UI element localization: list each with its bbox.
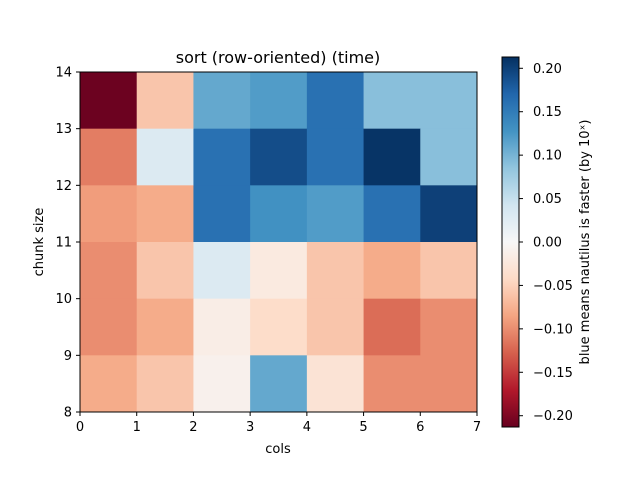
- heatmap-cell: [193, 242, 251, 300]
- heatmap-cell: [250, 355, 308, 413]
- colorbar-tick-label: 0.15: [533, 105, 562, 120]
- heatmap-cell: [193, 355, 251, 413]
- heatmap-cell: [193, 72, 251, 130]
- heatmap-cell: [250, 128, 308, 186]
- heatmap-cell: [250, 298, 308, 356]
- heatmap-cell: [306, 72, 364, 130]
- heatmap-cell: [136, 128, 194, 186]
- chart-title: sort (row-oriented) (time): [176, 48, 381, 67]
- colorbar-tick-label: −0.15: [533, 366, 573, 381]
- x-tick-label: 4: [303, 420, 311, 435]
- heatmap-cell: [420, 242, 478, 300]
- heatmap-cell: [420, 72, 478, 130]
- heatmap-cell: [306, 128, 364, 186]
- x-tick-label: 0: [76, 420, 84, 435]
- heatmap-cells: [80, 72, 478, 413]
- heatmap-cell: [136, 185, 194, 243]
- heatmap-cell: [363, 72, 421, 130]
- y-tick-label: 12: [55, 179, 72, 194]
- heatmap-cell: [250, 185, 308, 243]
- heatmap-cell: [420, 185, 478, 243]
- heatmap-cell: [80, 242, 138, 300]
- x-axis-label: cols: [265, 442, 291, 457]
- heatmap-cell: [363, 185, 421, 243]
- heatmap-cell: [420, 298, 478, 356]
- heatmap-cell: [363, 128, 421, 186]
- heatmap-cell: [80, 185, 138, 243]
- colorbar-label: blue means nautilus is faster (by 10ˣ): [578, 120, 593, 365]
- heatmap-cell: [250, 242, 308, 300]
- heatmap-cell: [136, 242, 194, 300]
- colorbar-tick-label: 0.20: [533, 62, 562, 77]
- heatmap-cell: [306, 298, 364, 356]
- heatmap-cell: [136, 72, 194, 130]
- heatmap-cell: [306, 242, 364, 300]
- heatmap-cell: [363, 298, 421, 356]
- colorbar-ticks: −0.20 −0.15 −0.10 −0.05 0.00 0.05 0.10 0.15 0.20: [519, 62, 573, 424]
- x-tick-label: 6: [416, 420, 424, 435]
- colorbar-tick-label: 0.10: [533, 149, 562, 164]
- x-axis-ticks: 0 1 2 3 4 5 6 7: [76, 412, 481, 435]
- x-tick-label: 7: [473, 420, 481, 435]
- y-axis-label: chunk size: [32, 208, 47, 277]
- heatmap-cell: [363, 242, 421, 300]
- y-tick-label: 9: [64, 349, 72, 364]
- y-axis-ticks: 8 9 10 11 12 13 14: [55, 66, 80, 421]
- heatmap-cell: [136, 298, 194, 356]
- y-tick-label: 14: [55, 66, 72, 81]
- heatmap-cell: [306, 185, 364, 243]
- heatmap-cell: [250, 72, 308, 130]
- x-tick-label: 3: [246, 420, 254, 435]
- x-tick-label: 2: [189, 420, 197, 435]
- colorbar-tick-label: −0.10: [533, 322, 573, 337]
- colorbar-tick-label: −0.20: [533, 409, 573, 424]
- heatmap-cell: [193, 185, 251, 243]
- heatmap-cell: [193, 298, 251, 356]
- y-tick-label: 8: [64, 406, 72, 421]
- heatmap-cell: [420, 128, 478, 186]
- heatmap-cell: [136, 355, 194, 413]
- x-tick-label: 5: [359, 420, 367, 435]
- y-tick-label: 10: [55, 292, 72, 307]
- y-tick-label: 11: [55, 236, 72, 251]
- y-tick-label: 13: [55, 122, 72, 137]
- heatmap-cell: [80, 355, 138, 413]
- x-tick-label: 1: [133, 420, 141, 435]
- colorbar-tick-label: −0.05: [533, 279, 573, 294]
- colorbar-tick-label: 0.05: [533, 192, 562, 207]
- heatmap-cell: [80, 128, 138, 186]
- heatmap-cell: [363, 355, 421, 413]
- colorbar-tick-label: 0.00: [533, 236, 562, 251]
- heatmap-cell: [306, 355, 364, 413]
- heatmap-cell: [80, 298, 138, 356]
- colorbar: [502, 57, 519, 427]
- heatmap-cell: [80, 72, 138, 130]
- heatmap-cell: [193, 128, 251, 186]
- heatmap-cell: [420, 355, 478, 413]
